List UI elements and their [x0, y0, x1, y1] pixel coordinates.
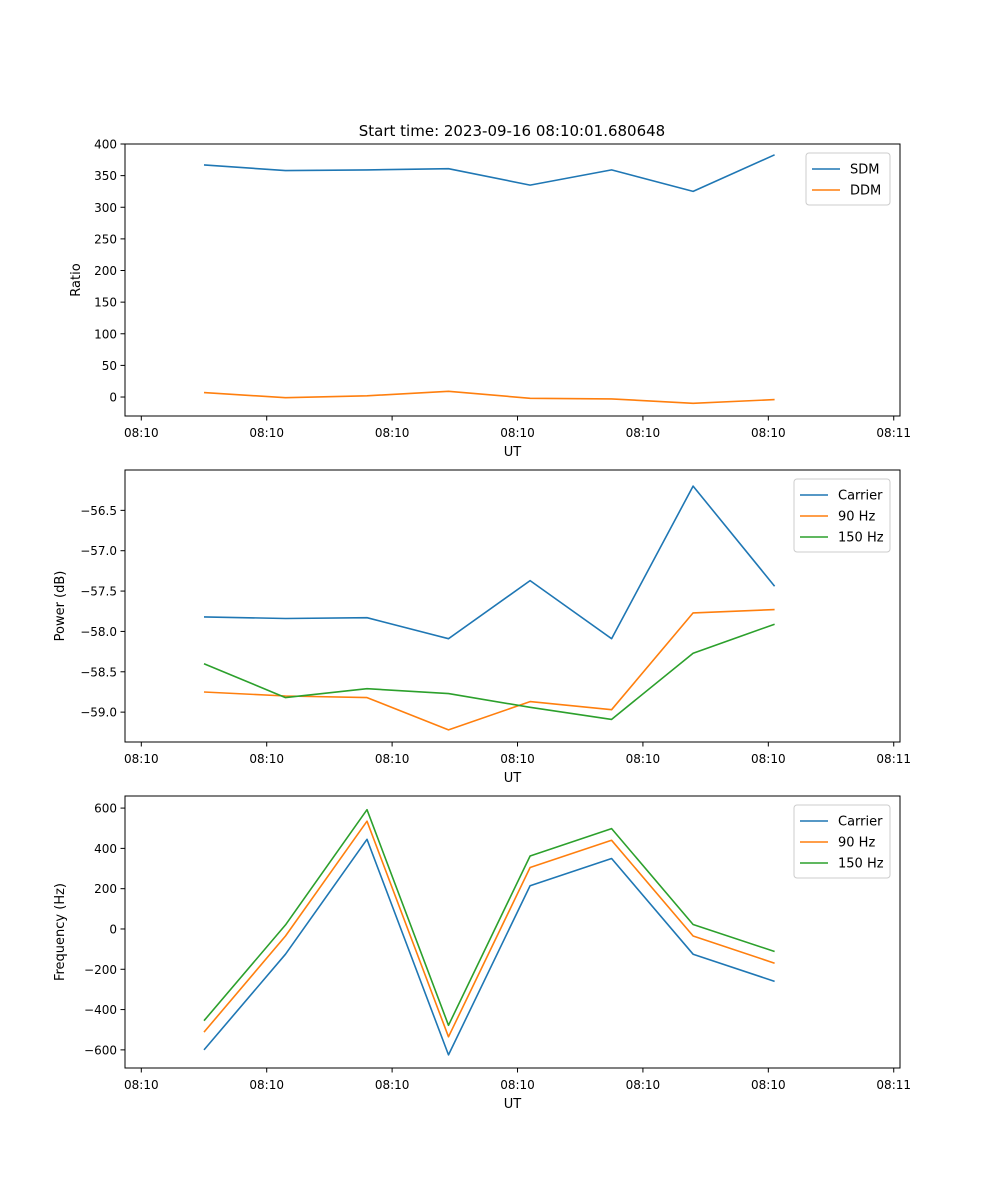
legend: Carrier 90 Hz 150 Hz — [793, 478, 891, 553]
x-tick-label: 08:10 — [249, 426, 284, 440]
legend-label: SDM — [850, 163, 879, 178]
legend-label: 150 Hz — [838, 531, 884, 546]
y-tick-label: −200 — [84, 963, 117, 977]
x-tick-label: 08:10 — [751, 1078, 786, 1092]
series-line-carrier — [203, 838, 775, 1056]
x-tick-label: 08:10 — [626, 426, 661, 440]
y-axis-label: Power (dB) — [53, 571, 68, 642]
series-line-sdm — [203, 154, 775, 193]
y-tick-label: 250 — [94, 232, 117, 246]
x-tick-label: 08:10 — [124, 426, 159, 440]
y-tick-label: 100 — [94, 327, 117, 341]
legend-label: 90 Hz — [838, 510, 875, 525]
x-axis-label: UT — [504, 1097, 522, 1112]
x-tick-label: 08:11 — [876, 426, 911, 440]
x-tick-label: 08:10 — [375, 1078, 410, 1092]
y-axis-label: Ratio — [69, 263, 84, 296]
y-tick-label: 400 — [94, 842, 117, 856]
y-tick-label: −58.0 — [80, 625, 117, 639]
x-tick-label: 08:11 — [876, 1078, 911, 1092]
y-tick-label: 200 — [94, 264, 117, 278]
y-tick-label: 0 — [109, 922, 117, 936]
x-tick-label: 08:10 — [249, 1078, 284, 1092]
y-tick-label: −57.5 — [80, 585, 117, 599]
x-tick-label: 08:10 — [124, 752, 159, 766]
y-tick-label: 400 — [94, 138, 117, 152]
legend: SDM DDM — [805, 152, 891, 206]
x-tick-label: 08:10 — [626, 1078, 661, 1092]
y-tick-label: 150 — [94, 296, 117, 310]
legend-label: Carrier — [838, 815, 883, 830]
series-line-ddm — [203, 390, 775, 405]
chart-title: Start time: 2023-09-16 08:10:01.680648 — [359, 122, 665, 140]
axes-frame — [124, 795, 901, 1069]
y-tick-label: −400 — [84, 1003, 117, 1017]
legend-label: 90 Hz — [838, 836, 875, 851]
subplot-2: 08:10 08:10 08:10 08:10 08:10 08:10 08:11 −59.0… — [53, 469, 911, 786]
x-axis-label: UT — [504, 445, 522, 460]
y-tick-label: 0 — [109, 391, 117, 405]
x-tick-label: 08:11 — [876, 752, 911, 766]
y-tick-label: −56.5 — [80, 504, 117, 518]
x-tick-label: 08:10 — [626, 752, 661, 766]
subplots: 08:10 08:10 08:10 08:10 08:10 08:10 08:11 0 50 10… — [53, 138, 911, 1113]
y-tick-label: 50 — [102, 359, 117, 373]
series-line-150-hz — [203, 808, 775, 1027]
x-tick-label: 08:10 — [751, 752, 786, 766]
series-line-carrier — [203, 485, 776, 640]
x-axis-label: UT — [504, 771, 522, 786]
y-tick-label: 600 — [94, 802, 117, 816]
x-tick-label: 08:10 — [124, 1078, 159, 1092]
legend-box — [805, 152, 891, 206]
series-line-90-hz — [203, 820, 775, 1038]
y-tick-label: 350 — [94, 169, 117, 183]
legend-box — [793, 804, 891, 879]
subplot-1: 08:10 08:10 08:10 08:10 08:10 08:10 08:11 0 50 10… — [69, 138, 911, 461]
y-tick-label: 300 — [94, 201, 117, 215]
series-line-150-hz — [203, 623, 775, 721]
y-tick-label: 200 — [94, 882, 117, 896]
y-axis-label: Frequency (Hz) — [53, 883, 68, 981]
legend-label: DDM — [850, 184, 881, 199]
x-tick-label: 08:10 — [500, 1078, 535, 1092]
y-tick-label: −59.0 — [80, 706, 117, 720]
subplot-3: 08:10 08:10 08:10 08:10 08:10 08:10 08:11 −600 −… — [53, 795, 911, 1112]
legend: Carrier 90 Hz 150 Hz — [793, 804, 891, 879]
y-tick-label: −57.0 — [80, 544, 117, 558]
x-tick-label: 08:10 — [249, 752, 284, 766]
x-tick-label: 08:10 — [500, 752, 535, 766]
x-tick-label: 08:10 — [500, 426, 535, 440]
axes-frame — [124, 469, 901, 743]
x-tick-label: 08:10 — [375, 426, 410, 440]
legend-box — [793, 478, 891, 553]
x-tick-label: 08:10 — [751, 426, 786, 440]
y-tick-label: −58.5 — [80, 665, 117, 679]
legend-label: 150 Hz — [838, 857, 884, 872]
legend-label: Carrier — [838, 489, 883, 504]
x-tick-label: 08:10 — [375, 752, 410, 766]
y-tick-label: −600 — [84, 1043, 117, 1057]
axes-frame — [124, 143, 901, 417]
